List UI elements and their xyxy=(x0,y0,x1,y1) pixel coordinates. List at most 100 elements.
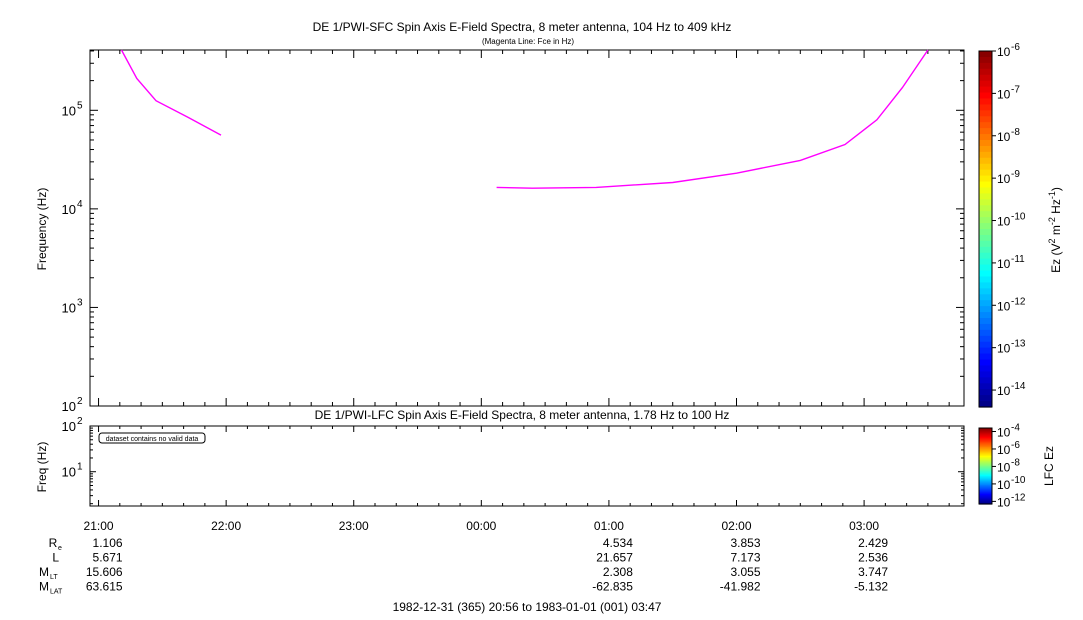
colorbar-swatch xyxy=(979,476,992,478)
colorbar-swatch xyxy=(979,454,992,457)
ephemeris-row-label-sub: e xyxy=(58,545,62,552)
colorbar-swatch xyxy=(979,428,992,430)
colorbar-tick-label-exponent: -12 xyxy=(1011,492,1026,503)
colorbar-swatch xyxy=(979,455,992,458)
ephemeris-row-label: M xyxy=(39,565,49,579)
colorbar-tick-label-exponent: -14 xyxy=(1011,381,1026,392)
ephemeris-value: 3.747 xyxy=(858,565,888,579)
colorbar-tick-label-exponent: -9 xyxy=(1011,169,1020,180)
colorbar-swatch xyxy=(979,68,992,76)
colorbar-swatch xyxy=(979,62,992,70)
colorbar-swatch xyxy=(979,347,992,355)
colorbar-swatch xyxy=(979,483,992,486)
colorbar-tick-label: 10 xyxy=(997,130,1011,144)
ephemeris-row-label-sub: LAT xyxy=(50,589,63,596)
colorbar-tick-label-exponent: -6 xyxy=(1011,440,1020,451)
colorbar-swatch xyxy=(979,116,992,123)
colorbar-swatch xyxy=(979,450,992,453)
ephemeris-value: 2.429 xyxy=(858,536,888,550)
colorbar-tick-label: 10 xyxy=(997,460,1011,474)
colorbar-swatch xyxy=(979,365,992,372)
ephemeris-value: 5.671 xyxy=(93,551,123,565)
colorbar-swatch xyxy=(979,439,992,442)
colorbar-swatch xyxy=(979,493,992,496)
top-panel-title: DE 1/PWI-SFC Spin Axis E-Field Spectra, … xyxy=(313,20,732,34)
colorbar-swatch xyxy=(979,497,992,500)
colorbar-swatch xyxy=(979,457,992,459)
colorbar-swatch xyxy=(979,312,992,319)
colorbar-swatch xyxy=(979,479,992,482)
colorbar-tick-label: 10 xyxy=(997,495,1011,509)
y-tick-label-exponent: 3 xyxy=(77,297,83,308)
colorbar-swatch xyxy=(979,490,992,492)
ephemeris-value: -41.982 xyxy=(720,580,761,594)
colorbar-swatch xyxy=(979,145,992,153)
colorbar-swatch xyxy=(979,441,992,444)
colorbar-swatch xyxy=(979,460,992,463)
bottom-panel-title: DE 1/PWI-LFC Spin Axis E-Field Spectra, … xyxy=(315,408,730,422)
colorbar-swatch xyxy=(979,110,992,117)
time-tick-label: 22:00 xyxy=(211,519,241,533)
y-tick-label: 10 xyxy=(62,399,76,414)
colorbar-tick-label: 10 xyxy=(997,443,1011,457)
colorbar-swatch xyxy=(979,205,992,212)
colorbar-swatch xyxy=(979,458,992,461)
colorbar-swatch xyxy=(979,134,992,141)
bottom-panel-ticks xyxy=(90,425,964,506)
colorbar-swatch xyxy=(979,341,992,349)
colorbar-tick-label: 10 xyxy=(997,45,1011,59)
colorbar-tick-label: 10 xyxy=(997,478,1011,492)
ephemeris-row-label: R xyxy=(49,536,58,550)
colorbar-swatch xyxy=(979,223,992,230)
fce-lines xyxy=(120,49,929,189)
colorbar-swatch xyxy=(979,434,992,437)
colorbar-swatch xyxy=(979,478,992,481)
time-tick-label: 21:00 xyxy=(84,519,114,533)
colorbar-tick-label: 10 xyxy=(997,215,1011,229)
bottom-panel-y-axis-label: Freq (Hz) xyxy=(35,442,49,493)
colorbar-swatch xyxy=(979,453,992,456)
colorbar-swatch xyxy=(979,468,992,471)
colorbar-tick-label-exponent: -4 xyxy=(1011,422,1020,433)
y-tick-label: 10 xyxy=(62,103,76,118)
colorbar-swatch xyxy=(979,240,992,248)
colorbar-swatch xyxy=(979,472,992,475)
colorbar-tick-label: 10 xyxy=(997,257,1011,271)
colorbar-swatch xyxy=(979,488,992,491)
colorbar-swatch xyxy=(979,323,992,331)
colorbar-swatch xyxy=(979,288,992,295)
top-panel-frame xyxy=(89,49,965,407)
time-tick-label: 02:00 xyxy=(721,519,751,533)
colorbar-swatch xyxy=(979,498,992,501)
top-panel-ticks xyxy=(90,50,964,407)
bottom-panel-frame xyxy=(89,425,965,507)
colorbar-swatch xyxy=(979,481,992,484)
colorbar-swatch xyxy=(979,452,992,454)
colorbar-swatch xyxy=(979,92,992,100)
colorbar-swatch xyxy=(979,140,992,147)
colorbar-swatch xyxy=(979,211,992,218)
colorbar-swatch xyxy=(979,486,992,489)
colorbar-swatch xyxy=(979,471,992,473)
ephemeris-value: 4.534 xyxy=(603,536,633,550)
colorbar-swatch xyxy=(979,485,992,487)
time-tick-label: 03:00 xyxy=(849,519,879,533)
colorbar-swatch xyxy=(979,276,992,283)
time-tick-label: 00:00 xyxy=(466,519,496,533)
y-tick-label: 10 xyxy=(62,300,76,315)
colorbar-swatch xyxy=(979,449,992,452)
colorbar-tick-label-exponent: -13 xyxy=(1011,339,1026,350)
colorbar-swatch xyxy=(979,487,992,490)
colorbar-swatch xyxy=(979,86,992,94)
colorbar-swatch xyxy=(979,443,992,446)
y-tick-label: 10 xyxy=(62,202,76,217)
colorbar-swatch xyxy=(979,495,992,497)
colorbar-swatch xyxy=(979,445,992,448)
ephemeris-value: 3.853 xyxy=(730,536,760,550)
colorbar-swatch xyxy=(979,448,992,451)
colorbar-swatch xyxy=(979,258,992,266)
ephemeris-value: 2.536 xyxy=(858,551,888,565)
ephemeris-value: 15.606 xyxy=(86,565,123,579)
